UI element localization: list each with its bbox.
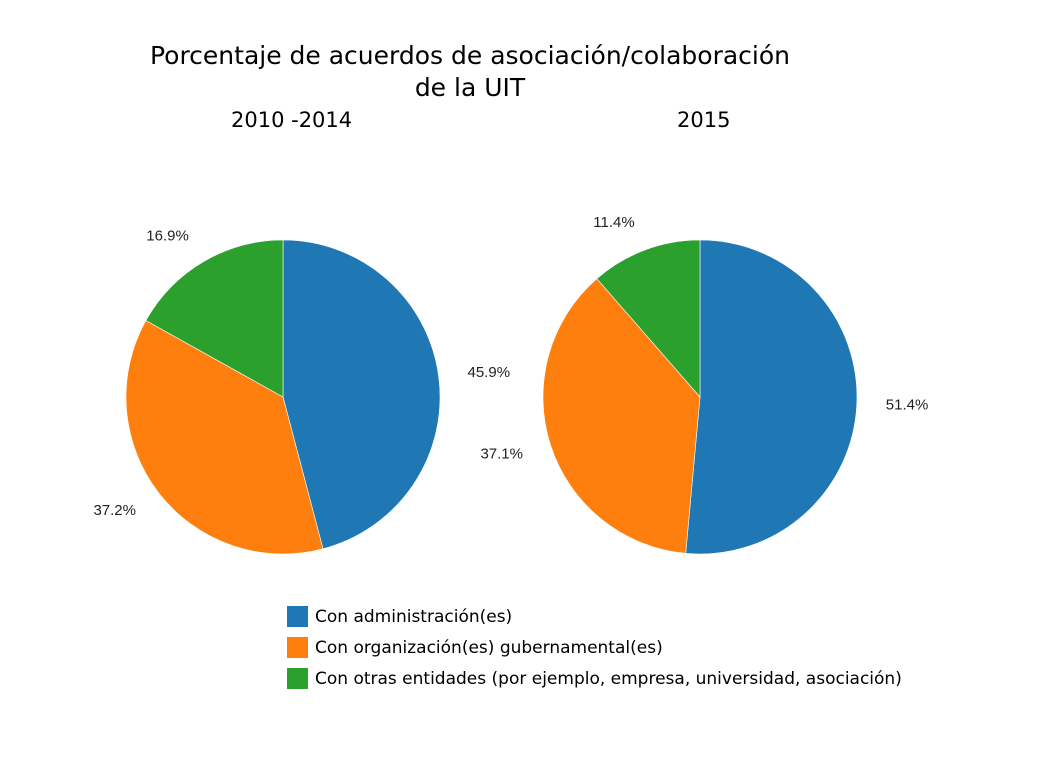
pie-label-2010-2014-organizaciones: 37.2% (93, 502, 136, 519)
chart-title-line-1: Porcentaje de acuerdos de asociación/col… (149, 41, 791, 70)
pie-label-2010-2014-otras-entidades: 16.9% (146, 228, 189, 245)
legend-swatch-organizaciones (287, 637, 308, 658)
legend-item-otras-entidades: Con otras entidades (por ejemplo, empres… (287, 663, 902, 694)
pie-slice-2010-2014-administraciones (282, 239, 441, 550)
pie-label-2010-2014-administraciones: 45.9% (468, 364, 511, 381)
legend-label-administraciones: Con administración(es) (315, 606, 513, 627)
pie-slice-2015-otras-entidades (596, 239, 701, 398)
legend-item-organizaciones: Con organización(es) gubernamental(es) (287, 632, 902, 663)
pie-title-2010-2014: 2010 -2014 (231, 108, 353, 132)
pie-slice-2010-2014-organizaciones (125, 320, 324, 555)
pie-slice-2015-administraciones (685, 239, 858, 555)
legend-label-otras-entidades: Con otras entidades (por ejemplo, empres… (315, 668, 902, 689)
chart-title-line-2: de la UIT (414, 73, 526, 102)
pie-label-2015-administraciones: 51.4% (886, 396, 929, 413)
legend-swatch-otras-entidades (287, 668, 308, 689)
legend-item-administraciones: Con administración(es) (287, 601, 902, 632)
pie-title-2015: 2015 (677, 108, 731, 132)
legend: Con administración(es) Con organización(… (287, 601, 902, 694)
chart-title: Porcentaje de acuerdos de asociación/col… (140, 40, 800, 104)
legend-label-organizaciones: Con organización(es) gubernamental(es) (315, 637, 663, 658)
pie-slice-2010-2014-otras-entidades (145, 239, 284, 398)
legend-swatch-administraciones (287, 606, 308, 627)
pie-label-2015-otras-entidades: 11.4% (593, 214, 634, 231)
pie-label-2015-organizaciones: 37.1% (480, 445, 523, 462)
pie-slice-2015-organizaciones (542, 278, 701, 554)
